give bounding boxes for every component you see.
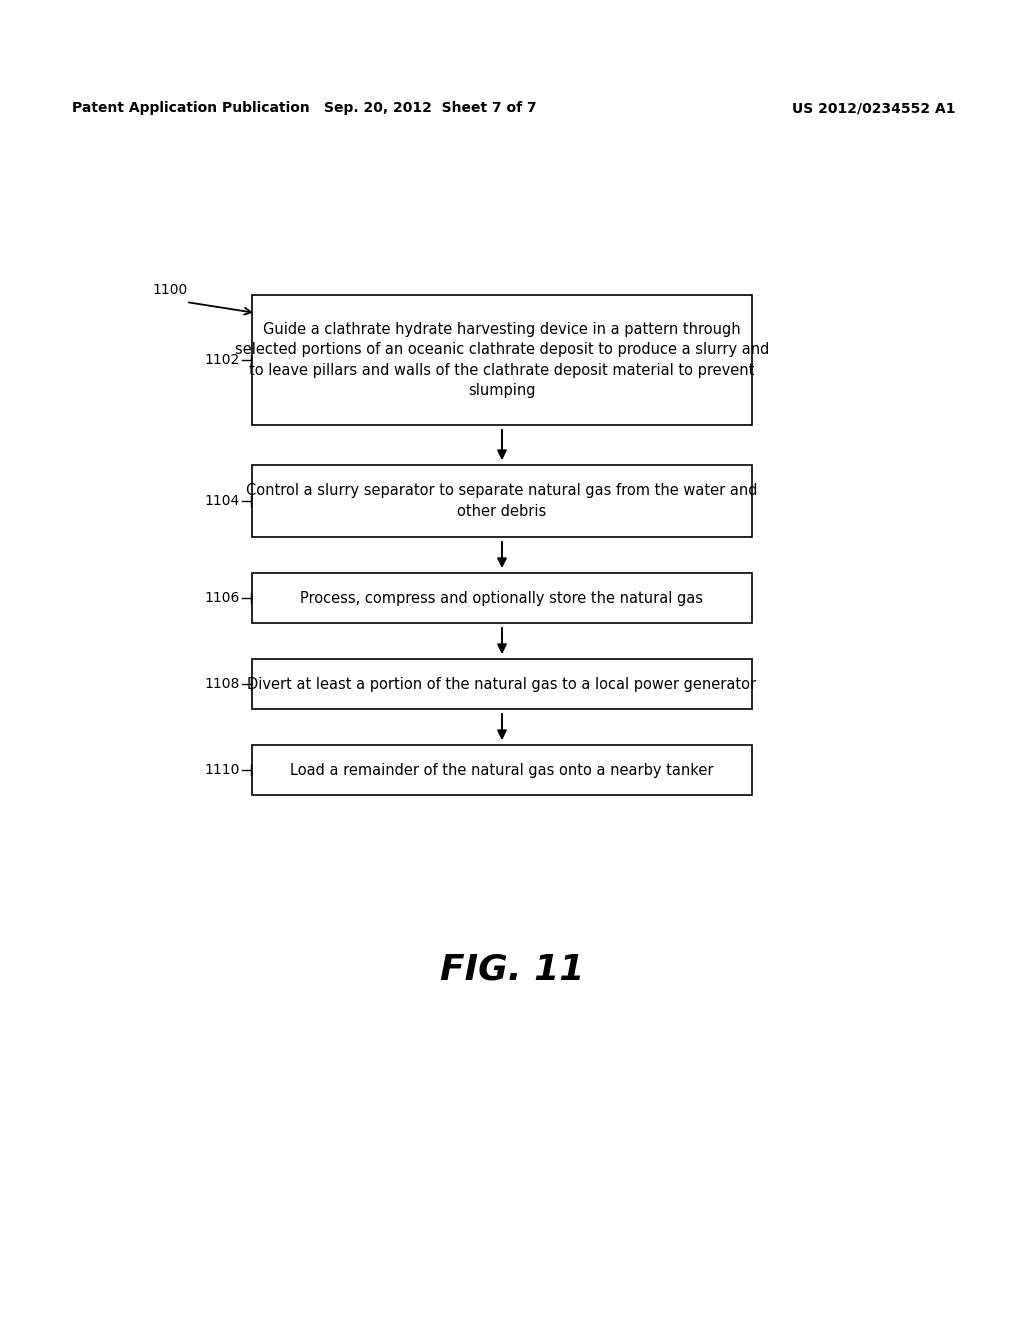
- Bar: [252, 294, 752, 425]
- Text: 1110: 1110: [205, 763, 240, 777]
- Bar: [252, 744, 752, 795]
- Text: Sep. 20, 2012  Sheet 7 of 7: Sep. 20, 2012 Sheet 7 of 7: [324, 102, 537, 115]
- Bar: [252, 465, 752, 537]
- Text: 1106: 1106: [205, 591, 240, 605]
- Text: 1104: 1104: [205, 494, 240, 508]
- Bar: [252, 659, 752, 709]
- Text: Control a slurry separator to separate natural gas from the water and
other debr: Control a slurry separator to separate n…: [246, 483, 758, 519]
- Text: 1100: 1100: [152, 282, 187, 297]
- Bar: [252, 573, 752, 623]
- Text: 1102: 1102: [205, 352, 240, 367]
- Text: 1108: 1108: [205, 677, 240, 690]
- Text: Guide a clathrate hydrate harvesting device in a pattern through
selected portio: Guide a clathrate hydrate harvesting dev…: [234, 322, 769, 399]
- Text: Divert at least a portion of the natural gas to a local power generator: Divert at least a portion of the natural…: [248, 676, 757, 692]
- Text: Process, compress and optionally store the natural gas: Process, compress and optionally store t…: [300, 590, 703, 606]
- Text: FIG. 11: FIG. 11: [440, 953, 584, 987]
- Text: US 2012/0234552 A1: US 2012/0234552 A1: [792, 102, 955, 115]
- Text: Patent Application Publication: Patent Application Publication: [72, 102, 309, 115]
- Text: Load a remainder of the natural gas onto a nearby tanker: Load a remainder of the natural gas onto…: [290, 763, 714, 777]
